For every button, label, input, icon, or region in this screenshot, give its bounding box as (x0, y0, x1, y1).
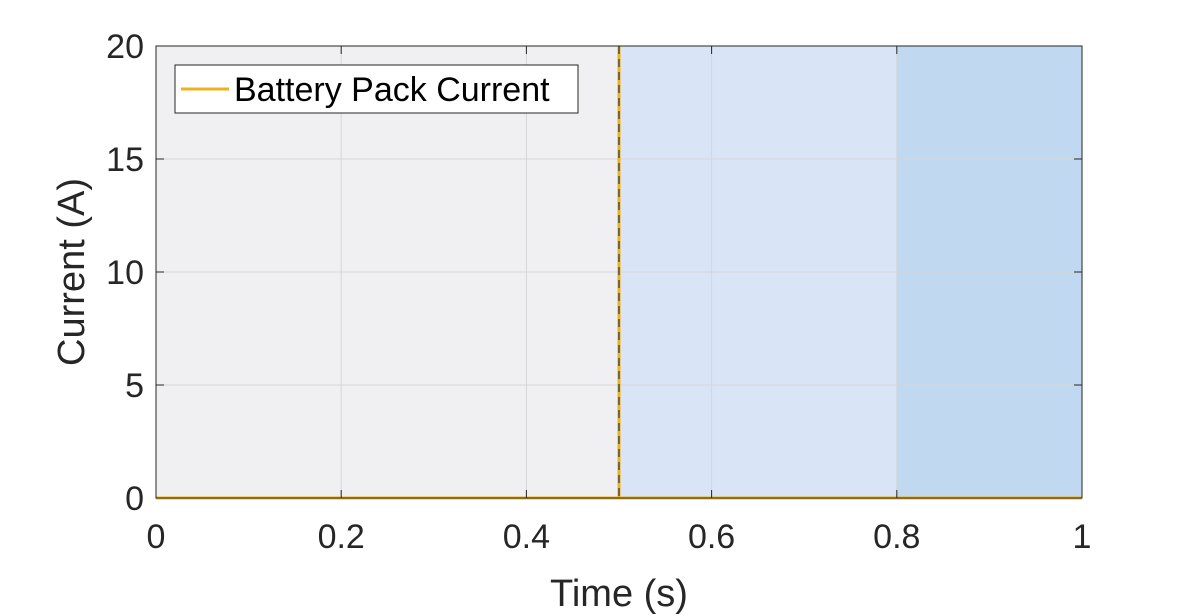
legend-label: Battery Pack Current (234, 71, 550, 109)
x-axis-title: Time (s) (550, 573, 688, 615)
x-tick-label: 1 (1073, 518, 1092, 556)
x-tick-label: 0.6 (688, 518, 735, 556)
x-tick-label: 0 (147, 518, 166, 556)
axis-ticks (155, 45, 1083, 499)
legend-box (174, 64, 579, 114)
y-tick-label: 15 (106, 141, 144, 179)
y-tick-label: 20 (106, 28, 144, 66)
x-tick-label: 0.2 (318, 518, 365, 556)
x-tick-labels: 0 0.2 0.4 0.6 0.8 1 (147, 518, 1092, 556)
y-axis-title: Current (A) (51, 178, 93, 366)
x-tick-label: 0.8 (873, 518, 920, 556)
y-tick-label: 0 (125, 480, 144, 518)
y-tick-label: 10 (106, 254, 144, 292)
x-tick-label: 0.4 (503, 518, 550, 556)
y-tick-labels: 0 5 10 15 20 (106, 28, 144, 518)
y-tick-label: 5 (125, 367, 144, 405)
legend: Battery Pack Current (174, 64, 579, 114)
